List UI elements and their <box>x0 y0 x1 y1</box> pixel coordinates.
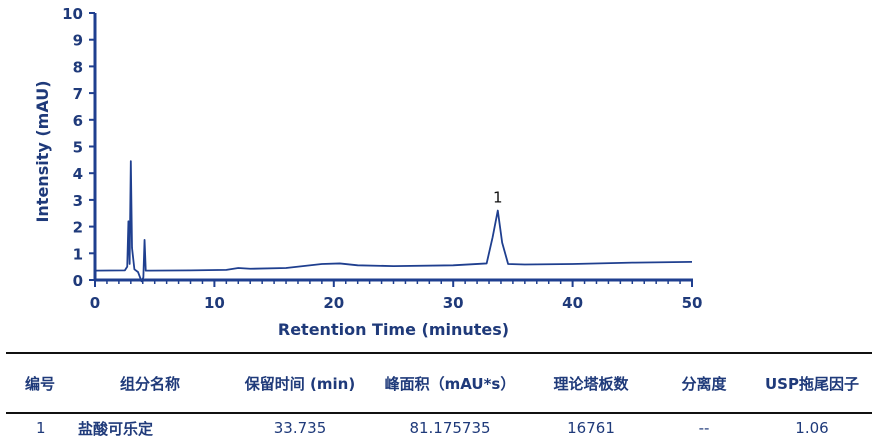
series-line <box>94 160 693 283</box>
chromatogram-chart: 0 10 20 30 40 50 0 1 2 3 4 5 6 7 8 9 10 Retention Time (m… <box>33 5 703 339</box>
y-tick-label: 4 <box>73 165 83 183</box>
x-tick-label: 10 <box>204 294 225 312</box>
x-tick-label: 0 <box>90 294 100 312</box>
y-tick-label: 8 <box>73 58 83 76</box>
cell-resolution: -- <box>698 419 710 437</box>
cell-retention: 33.735 <box>273 419 327 437</box>
x-tick-label: 30 <box>443 294 464 312</box>
table-row: 1 盐酸可乐定 33.735 81.175735 16761 -- 1.06 <box>6 414 872 442</box>
peak-table: 编号 组分名称 保留时间 (min) 峰面积（mAU*s） 理论塔板数 分离度 … <box>6 352 872 442</box>
x-tick-label: 50 <box>682 294 703 312</box>
y-tick-label: 0 <box>73 272 83 290</box>
y-tick-label: 3 <box>73 192 83 210</box>
header-cell: 峰面积（mAU*s） <box>384 374 516 393</box>
header-cell: 组分名称 <box>119 374 180 393</box>
peak-label: 1 <box>493 189 503 207</box>
table-header: 编号 组分名称 保留时间 (min) 峰面积（mAU*s） 理论塔板数 分离度 … <box>6 354 872 414</box>
x-axis-label: Retention Time (minutes) <box>278 320 509 339</box>
cell-area: 81.175735 <box>409 419 491 437</box>
y-tick-label: 9 <box>73 32 83 50</box>
x-tick-label: 40 <box>562 294 583 312</box>
cell-name: 盐酸可乐定 <box>78 419 154 438</box>
x-tick-label: 20 <box>323 294 344 312</box>
header-cell: 编号 <box>24 374 55 393</box>
header-cell: 理论塔板数 <box>553 374 629 393</box>
cell-plates: 16761 <box>567 419 615 437</box>
y-tick-label: 1 <box>73 245 83 263</box>
y-tick-label: 10 <box>62 5 83 23</box>
y-tick-label: 7 <box>73 85 83 103</box>
y-tick-label: 6 <box>73 112 83 130</box>
cell-id: 1 <box>36 419 46 437</box>
cell-tailing: 1.06 <box>795 419 829 437</box>
y-axis-label: Intensity (mAU) <box>33 80 52 222</box>
header-cell: 保留时间 (min) <box>244 374 356 393</box>
y-tick-label: 2 <box>73 219 83 237</box>
header-cell: USP拖尾因子 <box>765 374 859 393</box>
y-tick-label: 5 <box>73 139 83 157</box>
header-cell: 分离度 <box>681 374 727 393</box>
